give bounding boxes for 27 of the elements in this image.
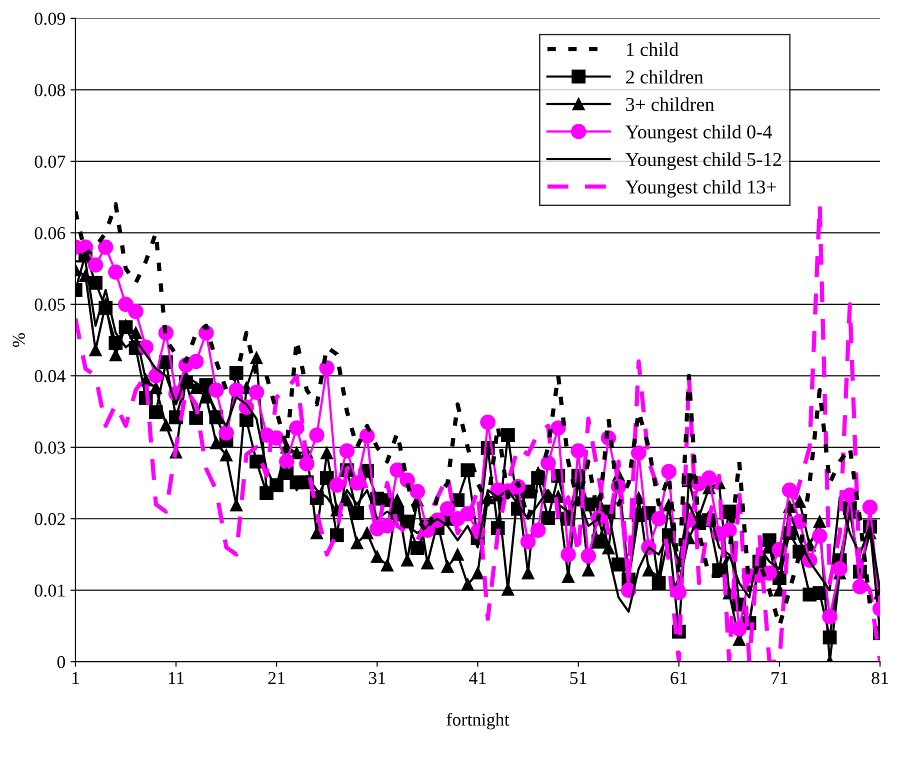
y-tick-label: 0.03 <box>34 442 66 454</box>
y-axis-title: % <box>12 333 25 347</box>
x-tick-label: 41 <box>469 672 486 684</box>
x-tick-label: 31 <box>368 672 386 684</box>
y-tick-label: 0.09 <box>34 12 65 25</box>
y-tick-label: 0.08 <box>34 84 66 96</box>
legend-label: Youngest child 5-12 <box>625 152 782 170</box>
y-tick-label: 0.05 <box>34 298 66 311</box>
x-tick-label: 61 <box>670 672 687 684</box>
y-tick-label: 0 <box>57 656 66 668</box>
y-tick-label: 0.07 <box>34 156 66 168</box>
x-tick-label: 11 <box>168 672 184 684</box>
y-tick-label: 0.04 <box>34 370 66 382</box>
x-tick-label: 71 <box>772 672 788 684</box>
x-tick-label: 21 <box>268 672 285 684</box>
x-tick-label: 1 <box>72 672 79 684</box>
legend-label: 3+ children <box>626 97 714 112</box>
x-tick-label: 51 <box>570 672 586 684</box>
legend-label: 1 child <box>626 42 678 56</box>
y-tick-label: 0.06 <box>34 227 66 240</box>
y-tick-label: 0.02 <box>34 513 65 526</box>
legend-label: Youngest child 13+ <box>625 180 776 198</box>
legend-label: 2 children <box>626 70 704 84</box>
x-axis-title: fortnight <box>446 712 510 730</box>
y-tick-label: 0.01 <box>34 584 65 597</box>
x-tick-label: 81 <box>872 672 888 684</box>
legend-label: Youngest child 0-4 <box>625 124 772 143</box>
